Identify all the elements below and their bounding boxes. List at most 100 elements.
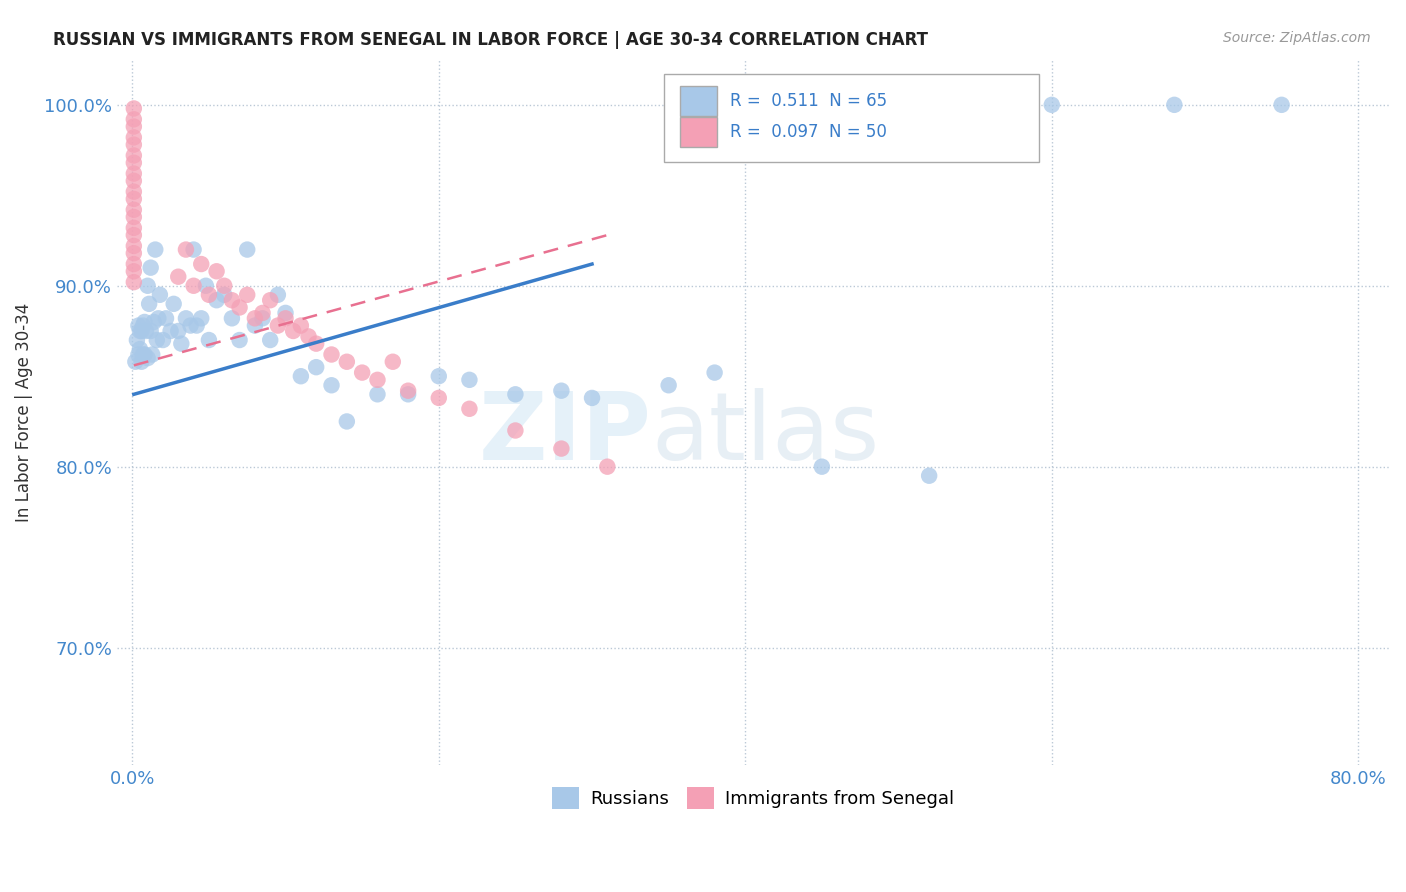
Point [148, 311, 170, 326]
Point [134, 315, 156, 329]
Point [212, 278, 235, 293]
Point [259, 333, 281, 347]
Point [122, 185, 145, 199]
Point [305, 360, 328, 375]
Point [198, 333, 221, 347]
Point [212, 287, 235, 301]
Point [149, 287, 172, 301]
Point [505, 424, 527, 438]
Point [122, 148, 145, 162]
Point [136, 278, 159, 293]
Point [267, 287, 290, 301]
Point [122, 246, 145, 260]
Point [703, 366, 725, 380]
Point [132, 347, 155, 361]
FancyBboxPatch shape [681, 87, 717, 116]
Point [252, 306, 274, 320]
Point [236, 287, 259, 301]
Point [283, 324, 305, 338]
Point [122, 112, 145, 127]
Point [336, 355, 359, 369]
Point [267, 318, 290, 333]
Point [163, 297, 186, 311]
Point [183, 278, 205, 293]
Point [321, 347, 343, 361]
FancyBboxPatch shape [681, 118, 717, 147]
Point [129, 324, 152, 338]
Point [143, 243, 166, 257]
Point [139, 324, 162, 338]
Point [125, 333, 148, 347]
Text: RUSSIAN VS IMMIGRANTS FROM SENEGAL IN LABOR FORCE | AGE 30-34 CORRELATION CHART: RUSSIAN VS IMMIGRANTS FROM SENEGAL IN LA… [53, 31, 928, 49]
Point [236, 243, 259, 257]
Point [221, 311, 243, 326]
Point [122, 102, 145, 116]
Point [458, 401, 481, 416]
Point [122, 275, 145, 289]
Point [167, 269, 190, 284]
Point [252, 311, 274, 326]
Point [505, 387, 527, 401]
Point [138, 297, 160, 311]
Point [427, 369, 450, 384]
Point [243, 318, 266, 333]
Point [1040, 98, 1063, 112]
Point [122, 137, 145, 152]
Point [221, 293, 243, 308]
Point [167, 324, 190, 338]
Point [122, 155, 145, 169]
Point [198, 287, 221, 301]
Point [243, 311, 266, 326]
Point [122, 239, 145, 253]
Text: Source: ZipAtlas.com: Source: ZipAtlas.com [1223, 31, 1371, 45]
Point [550, 384, 572, 398]
Point [205, 293, 228, 308]
Point [132, 318, 155, 333]
Point [122, 220, 145, 235]
Point [146, 333, 169, 347]
Point [366, 373, 388, 387]
Point [205, 264, 228, 278]
Point [129, 342, 152, 356]
Point [127, 347, 149, 361]
Point [259, 293, 281, 308]
Point [122, 202, 145, 217]
Text: atlas: atlas [651, 387, 879, 480]
Point [122, 257, 145, 271]
Point [122, 130, 145, 145]
Point [122, 228, 145, 243]
Point [122, 174, 145, 188]
Point [122, 264, 145, 278]
Point [124, 355, 146, 369]
Point [142, 315, 165, 329]
Point [141, 347, 163, 361]
Point [396, 387, 419, 401]
Point [581, 391, 603, 405]
Point [381, 355, 404, 369]
Point [290, 369, 312, 384]
Point [174, 311, 197, 326]
Point [174, 243, 197, 257]
Point [811, 459, 834, 474]
Point [297, 329, 319, 343]
Legend: Russians, Immigrants from Senegal: Russians, Immigrants from Senegal [544, 780, 962, 816]
Point [658, 378, 681, 392]
Point [183, 243, 205, 257]
Point [135, 324, 157, 338]
Point [190, 311, 212, 326]
Point [152, 333, 174, 347]
Point [290, 318, 312, 333]
Point [1163, 98, 1185, 112]
Point [427, 391, 450, 405]
Text: R =  0.097  N = 50: R = 0.097 N = 50 [730, 123, 887, 141]
Point [127, 318, 149, 333]
Point [396, 384, 419, 398]
Point [596, 459, 619, 474]
Point [122, 167, 145, 181]
Point [336, 414, 359, 428]
FancyBboxPatch shape [664, 74, 1039, 162]
Point [159, 324, 181, 338]
Point [155, 311, 177, 326]
Point [352, 366, 374, 380]
Point [122, 192, 145, 206]
